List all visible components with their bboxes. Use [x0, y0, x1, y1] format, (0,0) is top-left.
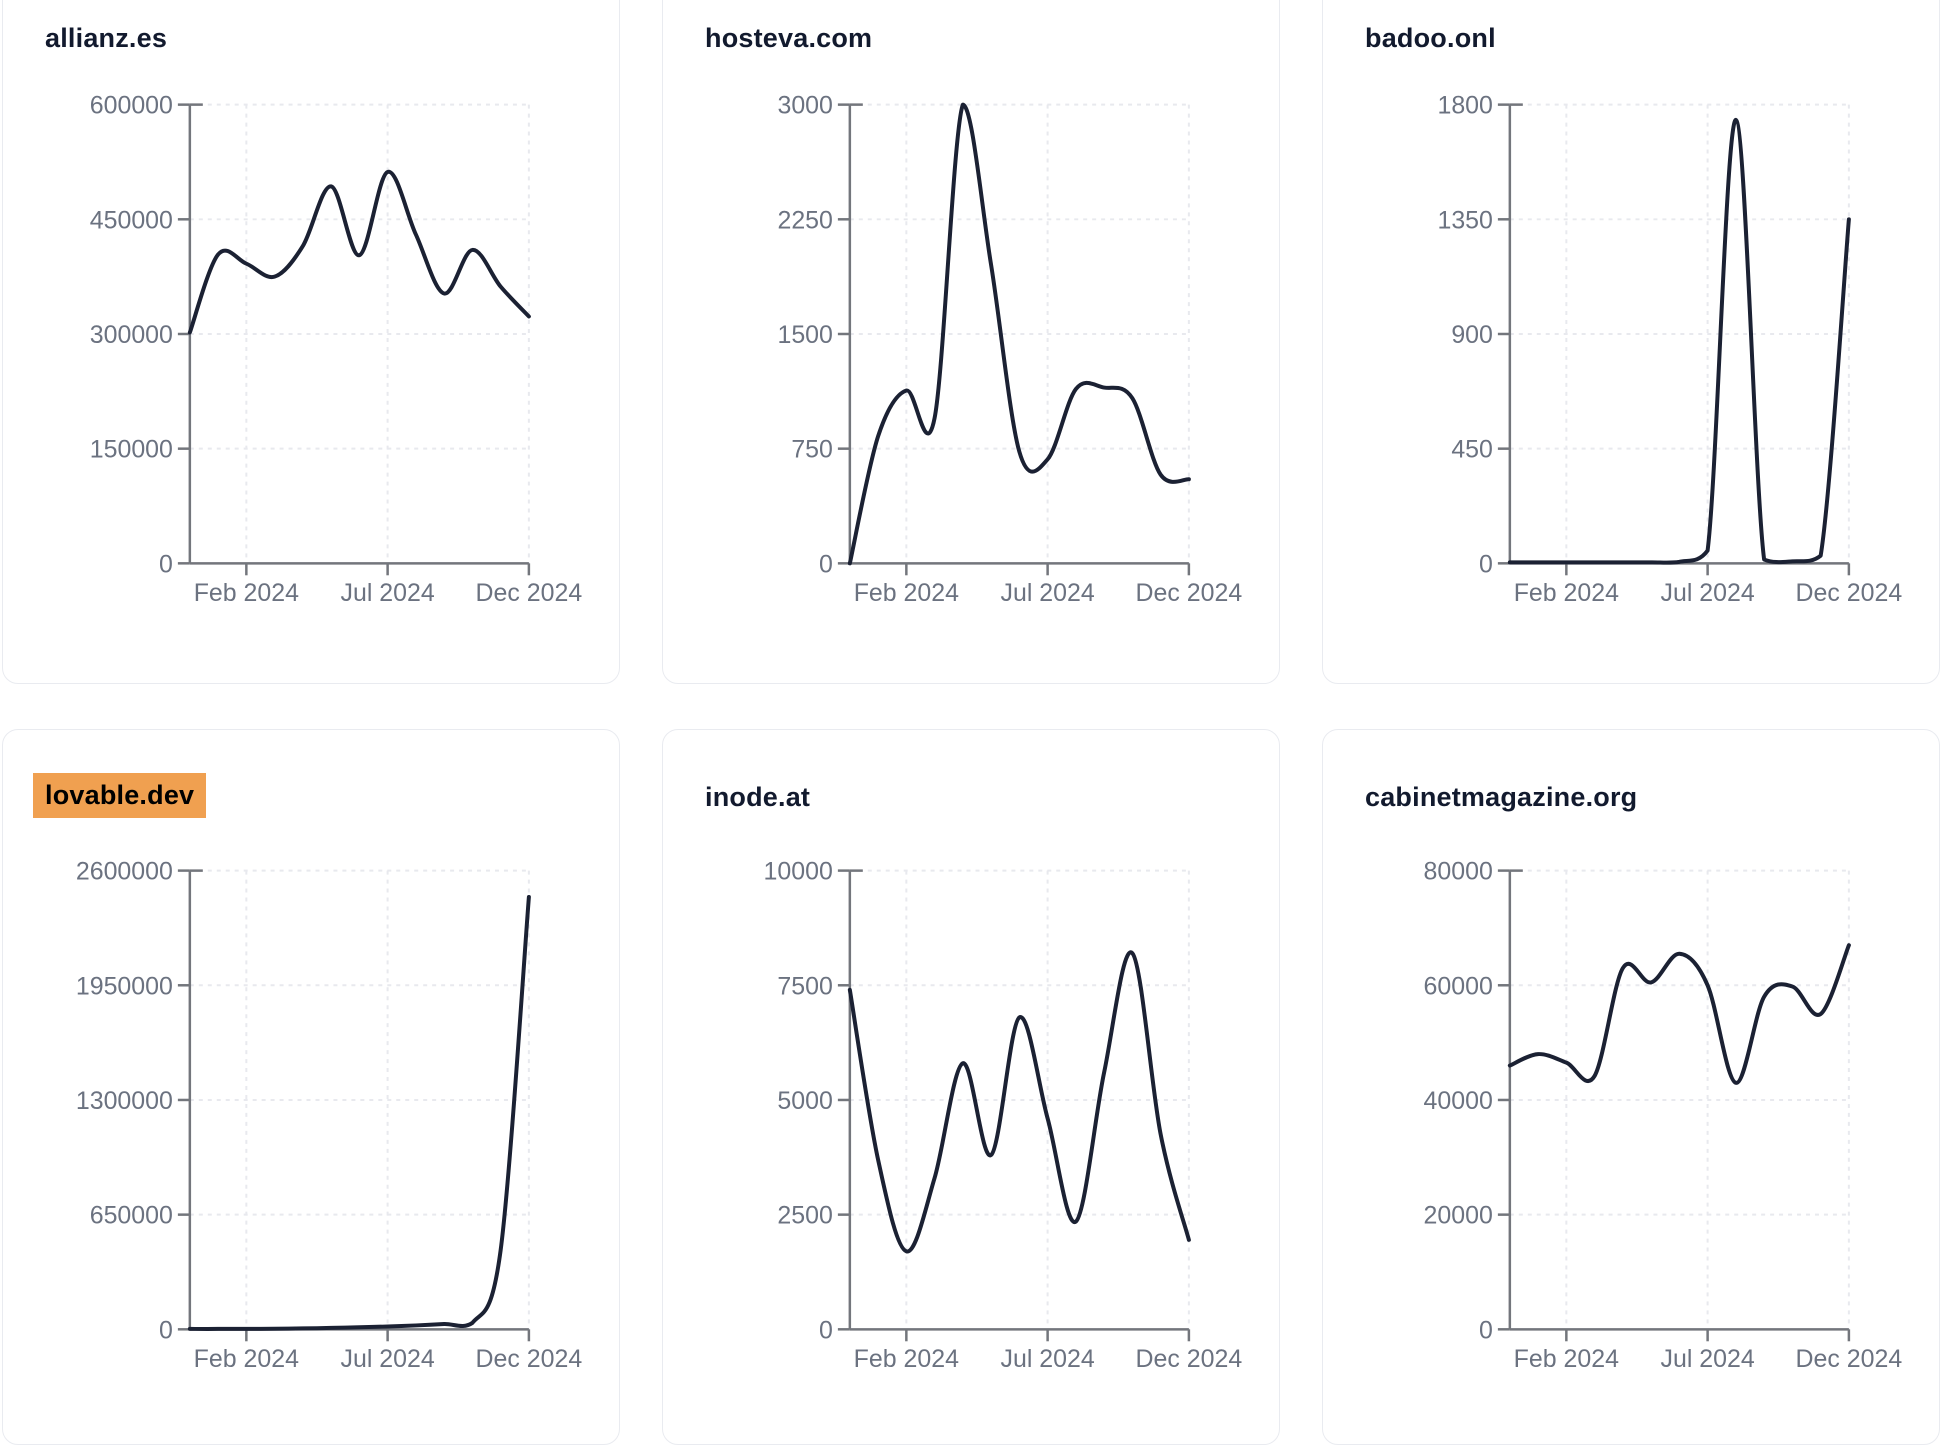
chart-card-allianz-es: allianz.es 600000 450000 300000 150000 0 Feb … [2, 0, 620, 684]
chart-card-inode-at: inode.at 10000 7500 5000 2500 0 Feb 2024 Jul 2… [662, 729, 1280, 1445]
x-tick-label: Feb 2024 [1514, 1345, 1619, 1373]
y-tick-label: 2500 [777, 1202, 832, 1230]
line-chart: 1800 1350 900 450 0 Feb 2024 Jul 2024 Dec 2024 [1437, 92, 1903, 608]
y-tick-label: 300000 [90, 321, 173, 349]
series-line [1507, 117, 1851, 565]
y-tick-label: 2600000 [76, 858, 173, 886]
y-tick-label: 0 [159, 1316, 173, 1344]
y-tick-label: 150000 [90, 436, 173, 464]
series-line [847, 950, 1191, 1254]
chart-title[interactable]: lovable.dev [33, 773, 207, 818]
x-tick-label: Jul 2024 [1001, 579, 1095, 607]
line-chart: 2600000 1950000 1300000 650000 0 Feb 2024 Jul … [76, 858, 583, 1374]
y-tick-label: 450 [1451, 436, 1493, 464]
y-tick-label: 7500 [777, 972, 832, 1000]
y-tick-label: 0 [1479, 1316, 1493, 1344]
y-tick-label: 900 [1451, 321, 1493, 349]
x-tick-label: Dec 2024 [1796, 1345, 1903, 1373]
chart-title[interactable]: allianz.es [45, 23, 168, 53]
series-line [187, 169, 531, 335]
y-tick-label: 20000 [1424, 1202, 1493, 1230]
x-tick-label: Feb 2024 [854, 1345, 959, 1373]
x-tick-label: Feb 2024 [1514, 579, 1619, 607]
line-chart: 600000 450000 300000 150000 0 Feb 2024 Jul 202… [90, 92, 583, 608]
y-tick-label: 1950000 [76, 972, 173, 1000]
y-tick-label: 2250 [777, 206, 832, 234]
x-tick-label: Dec 2024 [476, 579, 583, 607]
series-line [847, 102, 1191, 566]
x-tick-label: Jul 2024 [1001, 1345, 1095, 1373]
y-tick-label: 3000 [777, 92, 832, 120]
y-tick-label: 1300000 [76, 1087, 173, 1115]
y-tick-label: 1800 [1437, 92, 1492, 120]
line-chart: 80000 60000 40000 20000 0 Feb 2024 Jul 2024 Dec… [1424, 858, 1903, 1374]
x-tick-label: Jul 2024 [1661, 1345, 1755, 1373]
y-tick-label: 1350 [1437, 206, 1492, 234]
chart-card-lovable-dev: lovable.dev 2600000 1950000 1300000 650000 0… [2, 729, 620, 1445]
y-tick-label: 80000 [1424, 858, 1493, 886]
x-tick-label: Jul 2024 [341, 579, 435, 607]
x-tick-label: Dec 2024 [1136, 579, 1243, 607]
chart-card-badoo-onl: badoo.onl 1800 1350 900 450 0 Feb 2024 Jul 202… [1322, 0, 1940, 684]
line-chart: 10000 7500 5000 2500 0 Feb 2024 Jul 2024 Dec 20… [764, 858, 1243, 1374]
y-tick-label: 0 [159, 550, 173, 578]
x-tick-label: Dec 2024 [476, 1345, 583, 1373]
chart-title[interactable]: cabinetmagazine.org [1365, 782, 1638, 812]
chart-card-hosteva-com: hosteva.com 3000 2250 1500 750 0 Feb 2024 Jul … [662, 0, 1280, 684]
y-tick-label: 10000 [764, 858, 833, 886]
chart-card-cabinetmagazine-org: cabinetmagazine.org 80000 60000 40000 20000… [1322, 729, 1940, 1445]
y-tick-label: 60000 [1424, 972, 1493, 1000]
x-tick-label: Jul 2024 [341, 1345, 435, 1373]
x-tick-label: Dec 2024 [1136, 1345, 1243, 1373]
y-tick-label: 0 [819, 550, 833, 578]
x-tick-label: Feb 2024 [194, 1345, 299, 1373]
y-tick-label: 1500 [777, 321, 832, 349]
chart-title[interactable]: inode.at [705, 782, 811, 812]
y-tick-label: 600000 [90, 92, 173, 120]
series-line [1507, 943, 1851, 1085]
y-tick-label: 40000 [1424, 1087, 1493, 1115]
chart-title[interactable]: hosteva.com [705, 23, 873, 53]
x-tick-label: Feb 2024 [194, 579, 299, 607]
x-tick-label: Dec 2024 [1796, 579, 1903, 607]
y-tick-label: 0 [819, 1316, 833, 1344]
y-tick-label: 5000 [777, 1087, 832, 1115]
y-tick-label: 750 [791, 436, 833, 464]
chart-title[interactable]: badoo.onl [1365, 23, 1496, 53]
line-chart: 3000 2250 1500 750 0 Feb 2024 Jul 2024 Dec 2024 [777, 92, 1243, 608]
x-tick-label: Feb 2024 [854, 579, 959, 607]
y-tick-label: 450000 [90, 206, 173, 234]
series-line [187, 895, 531, 1331]
y-tick-label: 0 [1479, 550, 1493, 578]
x-tick-label: Jul 2024 [1661, 579, 1755, 607]
y-tick-label: 650000 [90, 1202, 173, 1230]
